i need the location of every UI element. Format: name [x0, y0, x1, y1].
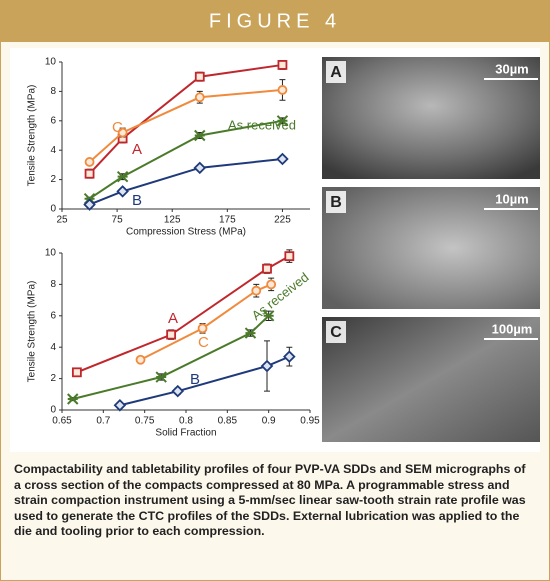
header-bar [0, 0, 550, 42]
scale-bar-label: 100µm [492, 321, 533, 336]
series-label: C [112, 119, 123, 136]
micrograph [322, 187, 540, 309]
marker [266, 279, 277, 290]
y-tick-label: 2 [50, 373, 56, 384]
label-box [326, 321, 346, 343]
marker [277, 60, 288, 70]
series-label: B [132, 192, 142, 209]
series-line [72, 315, 270, 400]
marker [276, 115, 289, 127]
x-tick-label: 0.7 [96, 416, 110, 427]
marker [193, 161, 207, 175]
micrograph-label: B [330, 194, 342, 211]
y-tick-label: 0 [50, 204, 56, 215]
marker [262, 263, 272, 274]
marker [262, 310, 275, 322]
series-label: A [132, 141, 142, 158]
x-tick-label: 125 [164, 215, 181, 226]
y-tick-label: 8 [50, 86, 56, 97]
x-tick-label: 175 [219, 215, 236, 226]
y-tick-label: 0 [50, 405, 56, 416]
x-tick-label: 0.8 [179, 416, 193, 427]
marker [67, 393, 79, 405]
scale-bar-label: 30µm [495, 61, 529, 76]
micrograph [322, 57, 540, 179]
marker [166, 329, 177, 340]
marker [116, 185, 129, 198]
y-tick-label: 4 [50, 145, 56, 156]
marker [251, 285, 262, 296]
x-tick-label: 0.95 [300, 416, 320, 427]
x-tick-label: 75 [112, 215, 124, 226]
scale-bar-label: 10µm [495, 191, 529, 206]
y-axis-label: Tensile Strength (MPa) [27, 85, 38, 187]
x-tick-label: 225 [274, 215, 291, 226]
label-box [326, 191, 346, 213]
marker [113, 399, 127, 412]
marker [260, 359, 274, 373]
y-tick-label: 6 [50, 310, 56, 321]
marker [155, 371, 167, 383]
marker [283, 350, 296, 363]
marker [284, 251, 295, 262]
y-tick-label: 4 [50, 342, 56, 353]
micrograph [322, 317, 540, 442]
marker [277, 85, 288, 95]
marker [135, 354, 146, 365]
y-axis-label: Tensile Strength (MPa) [27, 281, 38, 383]
series-line [119, 355, 290, 407]
y-tick-label: 2 [50, 174, 56, 185]
series-line [88, 88, 283, 163]
series-label: B [190, 371, 200, 388]
series-line [140, 283, 272, 361]
x-tick-label: 0.9 [262, 416, 276, 427]
y-tick-label: 8 [50, 279, 56, 290]
marker [194, 92, 205, 103]
marker [84, 157, 95, 167]
marker [84, 168, 95, 179]
y-tick-label: 6 [50, 115, 56, 126]
y-tick-label: 10 [45, 248, 57, 259]
marker [116, 170, 129, 183]
micrograph-label: A [330, 64, 342, 81]
series-line [89, 158, 283, 206]
marker [276, 152, 289, 166]
marker [197, 323, 208, 334]
y-tick-label: 10 [45, 57, 57, 68]
figure-title: FIGURE 4 [209, 10, 341, 32]
marker [171, 384, 185, 398]
series-line [88, 63, 283, 175]
x-tick-label: 25 [56, 215, 68, 226]
caption: Compactability and tabletability profile… [14, 462, 526, 538]
series-label: C [198, 334, 209, 351]
series-line [76, 255, 290, 374]
series-line [89, 119, 283, 200]
label-box [326, 61, 346, 83]
marker [117, 127, 128, 138]
marker [83, 198, 96, 211]
marker [244, 327, 257, 339]
micrograph-label: C [330, 324, 342, 341]
x-tick-label: 0.75 [135, 416, 155, 427]
series-label: A [168, 310, 178, 327]
marker [194, 129, 206, 142]
x-axis-label: Compression Stress (MPa) [126, 227, 246, 238]
x-tick-label: 0.65 [52, 416, 72, 427]
series-label: As received [228, 117, 296, 132]
marker [71, 367, 82, 378]
x-tick-label: 0.85 [218, 416, 238, 427]
marker [194, 71, 205, 82]
x-axis-label: Solid Fraction [155, 428, 216, 439]
